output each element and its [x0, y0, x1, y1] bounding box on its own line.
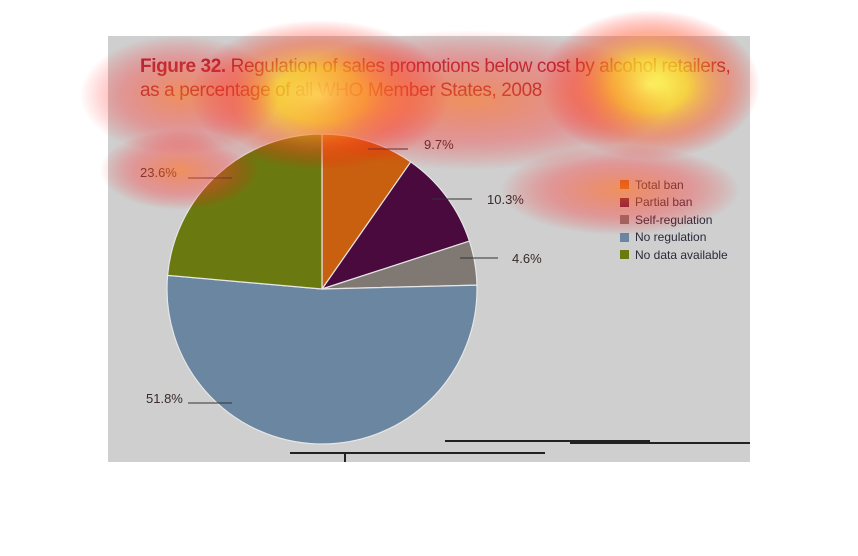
legend: Total ban Partial ban Self-regulation No re…	[620, 176, 728, 264]
title-line2: as a percentage of all WHO Member States…	[140, 80, 542, 101]
legend-label: No data available	[635, 247, 728, 262]
data-label: 4.6%	[512, 251, 542, 266]
pie-slice-no-regulation	[166, 274, 478, 445]
data-label: 10.3%	[487, 192, 524, 207]
legend-label: Partial ban	[635, 195, 693, 210]
legend-swatch	[620, 232, 629, 242]
legend-swatch	[620, 215, 629, 225]
data-label: 9.7%	[424, 137, 454, 152]
data-label: 51.8%	[146, 391, 183, 406]
legend-label: No regulation	[635, 230, 707, 245]
legend-swatch	[620, 197, 629, 207]
legend-swatch	[620, 250, 629, 260]
legend-item: No data available	[620, 246, 728, 264]
figure-number: Figure 32.	[140, 56, 226, 77]
legend-item: Total ban	[620, 176, 728, 194]
pie-slice-no-data-available	[166, 133, 323, 290]
chart-title: Figure 32. Regulation of sales promotion…	[140, 55, 760, 103]
legend-item: Self-regulation	[620, 211, 728, 229]
title-text: Regulation of sales promotions below cos…	[230, 56, 731, 77]
legend-label: Self-regulation	[635, 212, 713, 227]
legend-label: Total ban	[635, 177, 684, 192]
legend-swatch	[620, 180, 629, 190]
data-label: 23.6%	[140, 165, 177, 180]
legend-item: No regulation	[620, 229, 728, 247]
divider-line	[445, 440, 650, 442]
divider-line	[290, 452, 545, 454]
legend-item: Partial ban	[620, 194, 728, 212]
divider-tick	[344, 452, 346, 462]
divider-line	[570, 442, 750, 444]
